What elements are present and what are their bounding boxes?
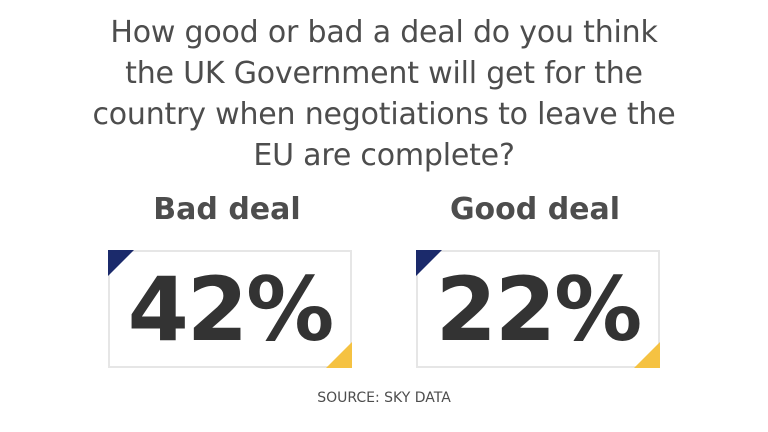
bad-deal-value-box: 42% bbox=[108, 250, 352, 368]
yellow-corner-accent bbox=[634, 342, 660, 368]
good-deal-value-box: 22% bbox=[416, 250, 660, 368]
good-deal-label: Good deal bbox=[449, 192, 621, 227]
good-deal-value: 22% bbox=[435, 258, 643, 361]
navy-corner-accent bbox=[416, 250, 442, 276]
bad-deal-label: Bad deal bbox=[153, 192, 301, 227]
chart-title: How good or bad a deal do you think the … bbox=[92, 15, 676, 173]
bad-deal-value: 42% bbox=[127, 258, 335, 361]
yellow-corner-accent bbox=[326, 342, 352, 368]
source-credit: SOURCE: SKY DATA bbox=[317, 390, 451, 406]
navy-corner-accent bbox=[108, 250, 134, 276]
